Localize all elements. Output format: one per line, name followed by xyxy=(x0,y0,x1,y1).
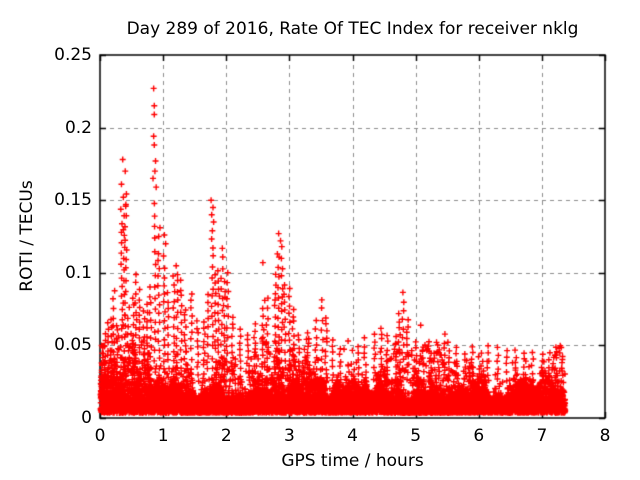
y-tick-label: 0.2 xyxy=(64,117,92,138)
y-tick-label: 0.25 xyxy=(54,45,92,65)
x-tick-label: 0 xyxy=(94,426,106,446)
y-axis-label: ROTI / TECUs xyxy=(17,180,37,292)
x-tick-label: 6 xyxy=(473,426,485,446)
chart-title: Day 289 of 2016, Rate Of TEC Index for r… xyxy=(126,19,579,39)
y-tick-label: 0.15 xyxy=(54,190,92,211)
y-tick-label: 0 xyxy=(81,408,92,428)
y-tick-label: 0.05 xyxy=(54,335,92,356)
x-tick-label: 4 xyxy=(347,426,358,446)
x-tick-label: 8 xyxy=(599,426,611,446)
x-axis-label: GPS time / hours xyxy=(281,451,424,471)
x-tick-label: 3 xyxy=(283,426,295,446)
x-tick-label: 1 xyxy=(157,426,169,446)
x-tick-label: 7 xyxy=(536,426,548,446)
x-tick-label: 5 xyxy=(410,426,422,446)
y-tick-label: 0.1 xyxy=(64,262,92,283)
x-tick-label: 2 xyxy=(220,426,232,446)
